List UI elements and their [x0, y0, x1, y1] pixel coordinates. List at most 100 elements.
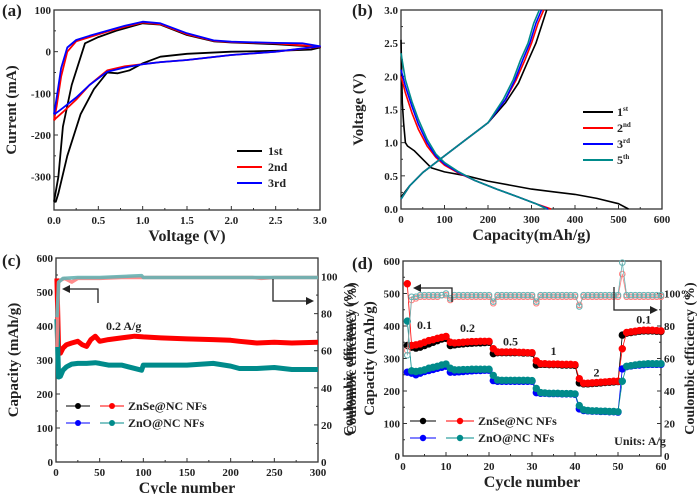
y-tick-label: 600 [37, 253, 54, 265]
axis-arrows [413, 284, 658, 314]
y-tick-label: 300 [37, 355, 54, 367]
data-point [657, 291, 665, 299]
data-point [485, 337, 493, 345]
series-band-ZnO-NC-NFs-capacity [54, 319, 318, 380]
x-tick-label: 500 [610, 214, 627, 226]
data-point [644, 291, 652, 299]
data-point [459, 291, 467, 299]
y-tick-label: -100 [31, 88, 52, 100]
data-point [520, 291, 527, 299]
legend: ZnSe@NC NFs ZnO@NC NFs [66, 399, 207, 430]
panel-label: (c) [2, 251, 21, 270]
y2-tick-label: 60 [664, 354, 676, 366]
y-tick-label: 0.5 [384, 171, 398, 183]
data-point [532, 384, 540, 393]
data-point [614, 291, 622, 299]
x-axis-label: Capacity(mAh/g) [472, 227, 590, 244]
cv-curve-3rd [53, 20, 321, 116]
data-point [580, 291, 587, 299]
data-point [576, 303, 583, 310]
data-point [468, 291, 476, 299]
data-point [533, 298, 540, 305]
data-point [571, 360, 579, 369]
y-axis-label-secondary: Coulombic efficiency (%) [345, 282, 360, 435]
discharge-curve-5th [400, 52, 548, 210]
y2-tick-label: 100 [321, 272, 338, 284]
y-tick-label: 1.0 [384, 138, 398, 150]
panel-label: (b) [352, 1, 373, 20]
rate-label: 0.5 [503, 335, 518, 349]
data-point [416, 291, 424, 299]
legend-label: 3rd [617, 137, 630, 151]
data-point [653, 291, 661, 299]
y-tick-label: 300 [384, 354, 401, 366]
y-axis-label: Capacity (mAh/g) [6, 303, 22, 418]
data-point [404, 351, 411, 359]
data-point [545, 291, 553, 299]
x-tick-label: 60 [656, 461, 668, 473]
rate-label: 0.1 [417, 318, 432, 332]
data-point [606, 291, 613, 299]
panel-a: (a) 0.0 0.5 1.0 1.5 2.0 2.5 3.0 100 0 -100 -200 -300… [2, 1, 327, 245]
x-tick-label: 3.0 [313, 215, 327, 227]
panel-c: (c)0 50 100 150 200 250 3000100200300400500600… [2, 251, 357, 494]
rate-label: 1 [551, 344, 557, 358]
x-tick-label: 0 [398, 214, 404, 226]
legend-label: ZnSe@NC NFs [128, 399, 207, 413]
legend-label: 5th [617, 153, 629, 167]
data-point [631, 291, 639, 299]
legend-superscript: nd [623, 121, 631, 129]
data-point [571, 390, 579, 398]
y-tick-label: 0 [48, 457, 54, 469]
x-tick-label: 150 [179, 467, 196, 479]
data-point [554, 291, 562, 299]
charge-curve-1st [400, 9, 548, 198]
axis-arrows [62, 279, 314, 305]
x-tick-label: 0 [400, 461, 406, 473]
legend-label: ZnO@NC NFs [478, 431, 555, 445]
data-point [502, 291, 510, 299]
x-tick-label: 30 [527, 461, 539, 473]
x-tick-label: 2.0 [224, 215, 238, 227]
charge-curve-3rd [400, 9, 543, 200]
x-tick-label: 20 [484, 461, 496, 473]
legend-marker [419, 434, 427, 442]
data-point [464, 291, 471, 299]
data-point [657, 360, 665, 368]
data-point [477, 291, 484, 299]
y2-tick-label: 60 [321, 346, 333, 358]
x-tick-label: 40 [570, 461, 582, 473]
series-ZnSe-NC-NFs-discharge [403, 280, 665, 387]
legend-label: ZnO@NC NFs [128, 416, 205, 430]
data-point [614, 408, 622, 416]
legend-superscript: st [623, 105, 629, 113]
data-point [438, 291, 446, 299]
data-point [421, 291, 428, 299]
rate-label: 0.2 [460, 321, 475, 335]
y2-tick-label: 80 [321, 309, 333, 321]
legend-superscript: rd [623, 137, 630, 145]
x-tick-label: 300 [310, 467, 327, 479]
y-tick-label: 100 [384, 419, 401, 431]
legend-label: 3rd [268, 176, 286, 190]
rate-label: 0.1 [636, 312, 651, 326]
legend-label: 1st [268, 144, 283, 158]
left-arrow [66, 288, 99, 303]
data-point [498, 291, 506, 299]
data-point [412, 293, 420, 301]
data-point [537, 291, 544, 299]
data-point [511, 291, 519, 299]
x-tick-label: 100 [135, 467, 152, 479]
data-point [434, 291, 441, 299]
legend-marker [456, 434, 464, 442]
data-point [515, 291, 523, 299]
y2-tick-label: 100% [664, 289, 692, 301]
x-tick-label: 200 [480, 214, 497, 226]
x-tick-label: 400 [567, 214, 584, 226]
data-point [472, 291, 480, 299]
y-axis-label: Current (mA) [4, 65, 20, 154]
x-tick-label: 0.5 [91, 215, 105, 227]
x-tick-label: 250 [266, 467, 283, 479]
x-tick-label: 100 [436, 214, 453, 226]
